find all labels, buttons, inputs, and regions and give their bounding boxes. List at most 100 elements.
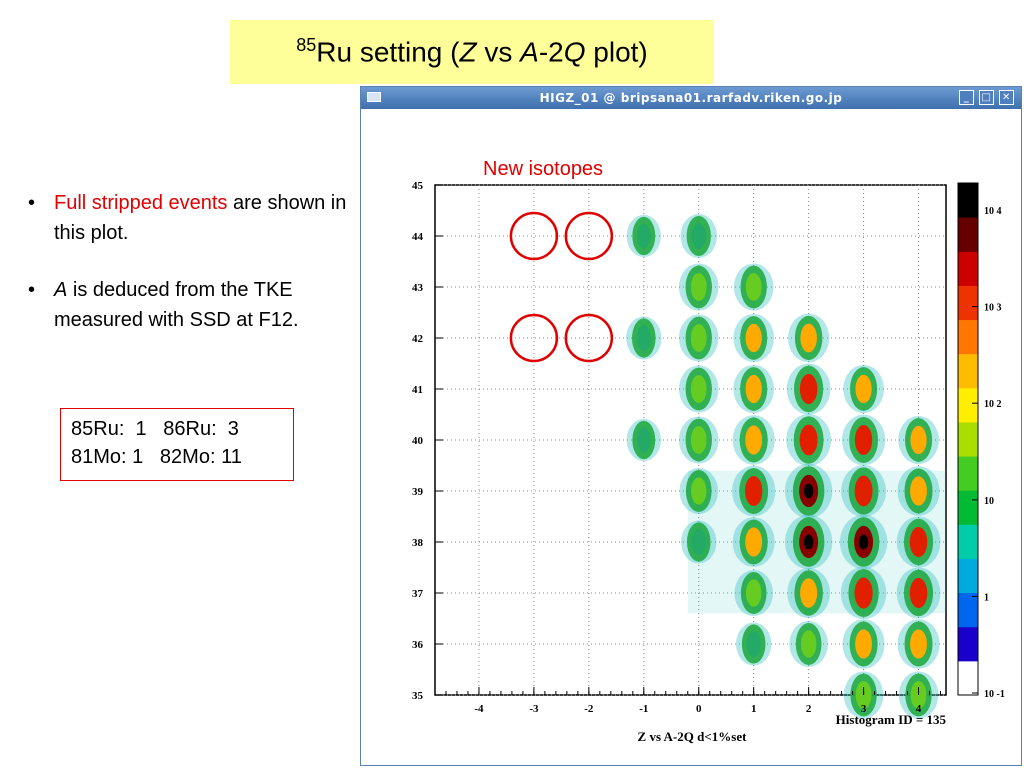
bullet-item: • Full stripped events are shown in this… — [28, 188, 348, 248]
title-a: A — [520, 36, 539, 68]
cluster-core — [799, 424, 818, 456]
y-tick-label: 40 — [412, 435, 424, 447]
cluster-core — [800, 323, 817, 353]
colorbar-label: 10 4 — [984, 206, 1002, 217]
title-part: -2 — [538, 36, 564, 68]
colorbar-label: 10 — [984, 496, 994, 507]
colorbar-segment — [958, 558, 978, 594]
y-tick-label: 44 — [412, 231, 424, 243]
bullet-text: is deduced from the TKE measured with SS… — [54, 279, 299, 331]
cluster-core — [855, 629, 873, 659]
x-tick-label: 0 — [696, 703, 702, 715]
cluster-core — [636, 427, 651, 453]
cluster-core — [745, 425, 763, 455]
cluster-core — [690, 324, 707, 352]
colorbar-segment — [958, 421, 978, 457]
cluster-core — [690, 273, 707, 301]
cluster-core — [690, 426, 707, 454]
y-tick-label: 36 — [412, 639, 424, 651]
close-icon[interactable]: ✕ — [999, 90, 1014, 105]
bullet-italic: A — [54, 279, 68, 301]
new-isotope-circle — [509, 211, 559, 261]
colorbar-segment — [958, 251, 978, 286]
window-titlebar[interactable]: HIGZ_01 @ bripsana01.rarfadv.riken.go.jp… — [361, 87, 1021, 109]
bullet-dot-icon: • — [28, 279, 36, 301]
x-tick-label: -2 — [584, 703, 594, 715]
cluster-core — [691, 529, 706, 555]
colorbar-segment — [958, 660, 978, 696]
cluster-core — [909, 526, 928, 558]
colorbar-segment — [958, 592, 978, 628]
maximize-icon[interactable]: □ — [979, 90, 994, 105]
cluster-core — [691, 477, 707, 505]
cluster-core — [745, 579, 762, 607]
colorbar-segment — [958, 524, 978, 559]
colorbar-segment — [958, 217, 978, 252]
bullet-dot-icon: • — [28, 192, 36, 214]
y-tick-label: 35 — [412, 690, 424, 702]
cluster-core — [745, 374, 762, 404]
x-tick-label: 1 — [751, 703, 757, 715]
window-title: HIGZ_01 @ bripsana01.rarfadv.riken.go.jp — [539, 91, 843, 105]
y-tick-label: 41 — [412, 384, 423, 396]
x-tick-label: 2 — [806, 703, 812, 715]
cluster-core — [746, 631, 761, 657]
colorbar-label: 10 -1 — [984, 689, 1005, 700]
colorbar-segment — [958, 353, 978, 389]
bullet-text: are shown in this plot. — [54, 192, 347, 244]
isotope-counts-box: 85Ru: 1 86Ru: 3 81Mo: 1 82Mo: 11 — [60, 408, 294, 481]
colorbar-segment — [958, 183, 978, 218]
cluster-core — [636, 325, 651, 351]
y-tick-label: 43 — [412, 282, 424, 294]
bullet-item: • A is deduced from the TKE measured wit… — [28, 275, 348, 335]
x-tick-label: -1 — [639, 703, 648, 715]
cluster-core — [910, 425, 927, 455]
cluster-core — [745, 527, 763, 557]
title-part: Ru setting ( — [316, 36, 460, 68]
cluster-peak — [858, 534, 869, 550]
x-tick-label: 4 — [916, 703, 922, 715]
minimize-icon[interactable]: _ — [959, 90, 974, 105]
cluster-core — [745, 273, 762, 301]
title-part: plot) — [585, 36, 648, 68]
colorbar-segment — [958, 456, 978, 491]
x-tick-label: -4 — [474, 703, 484, 715]
y-tick-label: 45 — [412, 180, 424, 192]
bullet-list: • Full stripped events are shown in this… — [28, 188, 348, 362]
cluster-core — [909, 577, 928, 609]
new-isotope-circle — [564, 313, 614, 363]
cluster-core — [690, 375, 707, 403]
colorbar-frame — [957, 182, 979, 696]
cluster-core — [799, 373, 818, 405]
cluster-core — [854, 425, 873, 455]
cluster-peak — [803, 483, 814, 499]
colorbar-label: 10 3 — [984, 303, 1002, 314]
colorbar-segment — [958, 319, 978, 355]
colorbar-label: 1 — [984, 592, 989, 603]
cluster-core — [691, 222, 707, 250]
title-q: Q — [563, 36, 586, 68]
colorbar-segment — [958, 490, 978, 525]
cluster-core — [910, 476, 927, 506]
y-tick-label: 42 — [412, 333, 424, 345]
new-isotopes-label: New isotopes — [483, 158, 604, 180]
colorbar-segment — [958, 626, 978, 662]
new-isotope-circle — [564, 211, 614, 261]
colorbar-label: 10 2 — [984, 399, 1002, 410]
cluster-peak — [803, 534, 814, 550]
cluster-core — [636, 223, 651, 249]
y-tick-label: 39 — [412, 486, 424, 498]
colorbar-segment — [958, 387, 978, 423]
slide-title: 85Ru setting (Z vs A-2Q plot) — [230, 20, 714, 84]
x-axis-label: Z vs A-2Q d<1%set — [638, 729, 748, 744]
title-mass-number: 85 — [296, 35, 317, 56]
cluster-core — [800, 630, 817, 658]
title-z: Z — [459, 36, 477, 68]
cluster-core — [910, 629, 927, 659]
y-tick-label: 37 — [412, 588, 424, 600]
x-tick-label: -3 — [529, 703, 539, 715]
x-tick-label: 3 — [861, 703, 867, 715]
cluster-core — [745, 323, 762, 353]
window-menu-icon[interactable] — [367, 92, 381, 102]
